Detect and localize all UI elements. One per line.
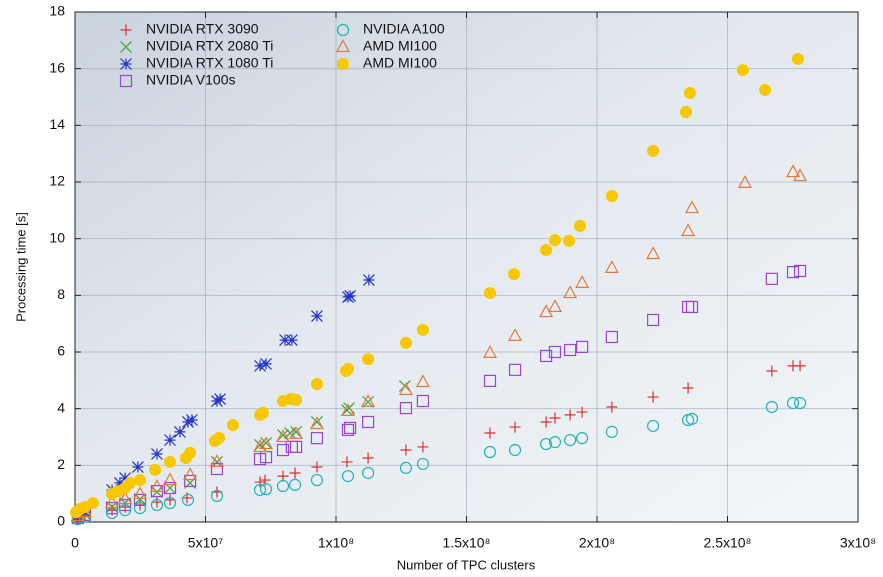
y-tick-label: 8 [57,286,65,302]
page: {"chart_data": { "type": "scatter", "xla… [0,0,883,577]
marker-dot [680,106,692,118]
marker-star [215,394,226,405]
marker-dot [257,407,269,419]
y-tick-label: 2 [57,456,65,472]
y-tick-label: 16 [49,59,65,75]
marker-dot [759,84,771,96]
marker-dot [164,456,176,468]
marker-star [121,59,132,70]
legend-label: NVIDIA A100 [363,21,445,37]
marker-star [186,415,197,426]
legend-label: NVIDIA RTX 3090 [146,21,259,37]
marker-dot [227,419,239,431]
y-tick-label: 18 [49,3,65,19]
x-tick-label: 2.5x10⁸ [704,535,752,551]
y-tick-label: 0 [57,513,65,529]
y-tick-label: 6 [57,343,65,359]
marker-star [286,335,297,346]
marker-star [363,275,374,286]
marker-dot [134,474,146,486]
marker-dot [647,145,659,157]
x-tick-label: 2x10⁸ [579,535,615,551]
marker-dot [508,268,520,280]
x-axis-title: Number of TPC clusters [397,557,536,572]
y-tick-label: 14 [49,116,65,132]
marker-dot [792,53,804,65]
marker-dot [563,235,575,247]
marker-dot [540,244,552,256]
y-tick-label: 12 [49,173,65,189]
x-tick-label: 3x10⁸ [840,535,876,551]
marker-dot [417,324,429,336]
marker-dot [574,220,586,232]
y-tick-label: 4 [57,399,65,415]
marker-dot [342,363,354,375]
x-tick-label: 5x10⁷ [188,535,223,551]
marker-dot [484,287,496,299]
marker-star [165,435,176,446]
x-tick-label: 1.5x10⁸ [443,535,491,551]
marker-dot [87,497,99,509]
marker-star [311,311,322,322]
marker-star [211,396,222,407]
legend-label: NVIDIA V100s [146,72,236,88]
marker-star [345,290,356,301]
legend-label: AMD MI100 [363,38,437,54]
marker-dot [311,378,323,390]
y-tick-label: 10 [49,229,65,245]
x-tick-label: 0 [71,535,79,551]
marker-dot [400,337,412,349]
marker-dot [184,447,196,459]
y-axis-title: Processing time [s] [13,212,28,322]
marker-dot [362,353,374,365]
marker-dot [290,394,302,406]
marker-star [151,449,162,460]
marker-dot [213,432,225,444]
marker-dot [606,190,618,202]
marker-dot [684,87,696,99]
marker-star [174,426,185,437]
legend-label: NVIDIA RTX 1080 Ti [146,55,273,71]
x-tick-label: 1x10⁸ [318,535,354,551]
marker-dot [149,464,161,476]
marker-dot [337,58,349,70]
marker-star [132,462,143,473]
marker-star [261,358,272,369]
marker-dot [549,234,561,246]
chart: Number of TPC clusters Processing time [… [0,0,883,577]
marker-dot [737,64,749,76]
legend-label: NVIDIA RTX 2080 Ti [146,38,273,54]
legend-label: AMD MI100 [363,55,437,71]
